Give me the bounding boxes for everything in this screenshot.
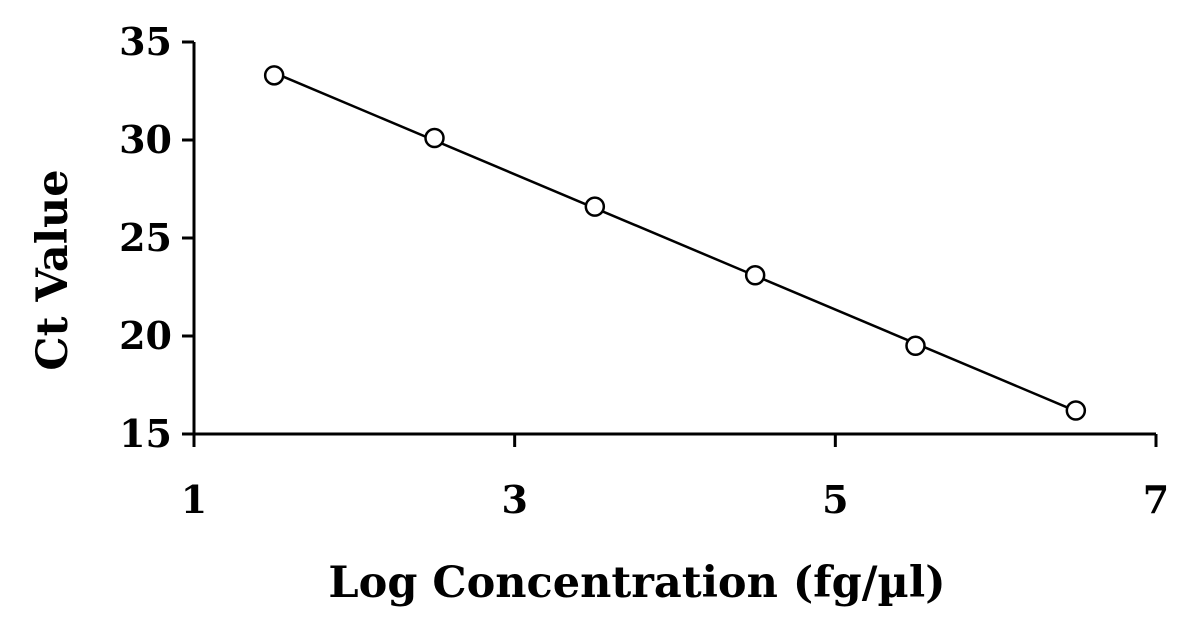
data-point bbox=[905, 335, 926, 357]
data-point bbox=[584, 196, 606, 217]
y-tick-label: 25 bbox=[119, 215, 172, 260]
y-tick-label: 35 bbox=[119, 19, 172, 64]
trendline bbox=[273, 71, 1077, 413]
y-tick-label: 30 bbox=[119, 117, 172, 162]
data-point bbox=[263, 65, 285, 86]
trendline-layer bbox=[273, 71, 1077, 413]
data-point bbox=[424, 127, 445, 149]
data-points bbox=[263, 65, 1087, 421]
data-point bbox=[1065, 400, 1087, 421]
x-tick-label: 1 bbox=[181, 477, 207, 522]
y-axis-title: Ct Value bbox=[28, 169, 78, 370]
x-tick-label: 7 bbox=[1143, 477, 1169, 522]
x-tick-label: 5 bbox=[822, 477, 848, 522]
x-tick-label: 3 bbox=[501, 477, 527, 522]
axes bbox=[182, 40, 1158, 447]
y-tick-label: 20 bbox=[119, 313, 172, 358]
y-tick-label: 15 bbox=[119, 411, 172, 456]
x-axis-title: Log Concentration (fg/µl) bbox=[328, 558, 945, 608]
data-point bbox=[744, 264, 766, 286]
